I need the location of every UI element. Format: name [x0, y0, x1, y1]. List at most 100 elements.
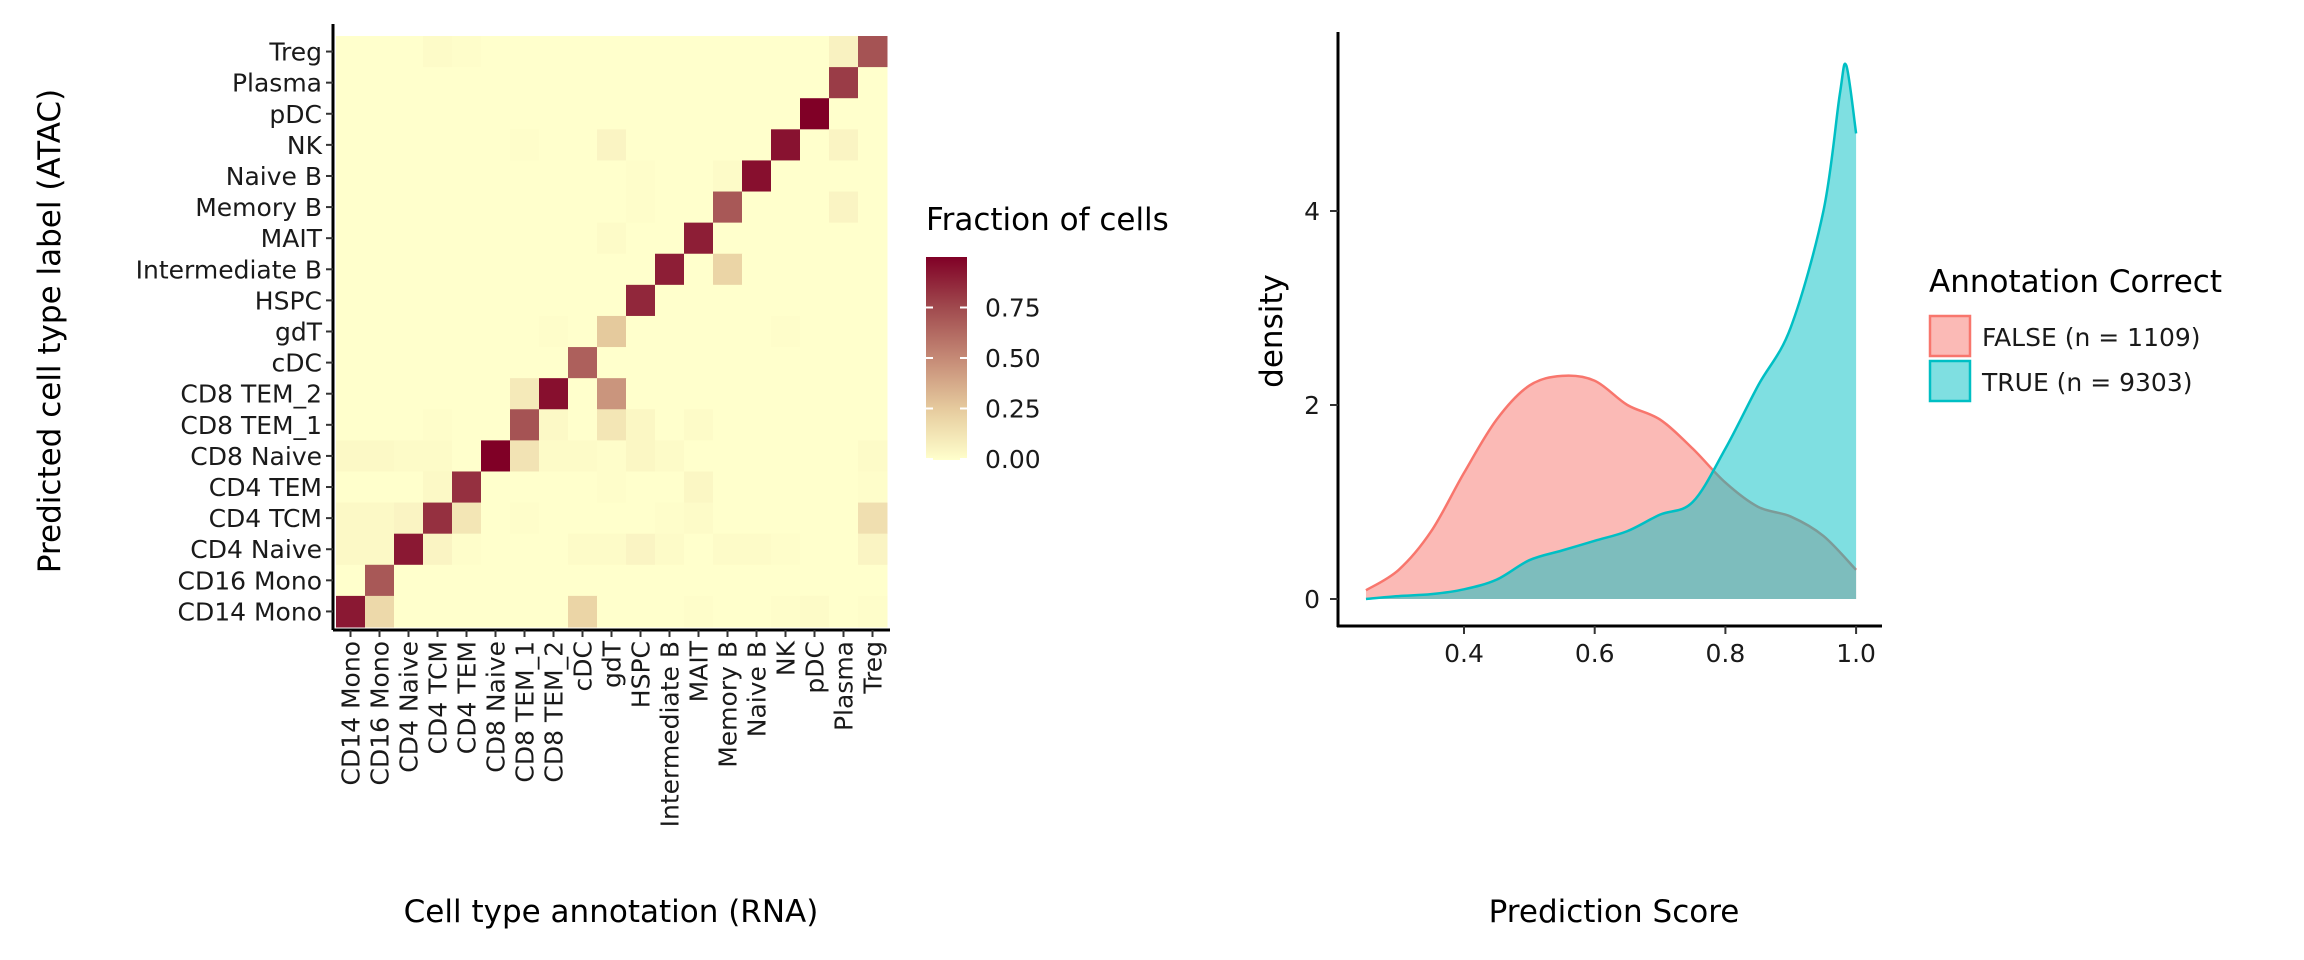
heatmap-cell — [365, 378, 395, 410]
heatmap-cell — [858, 440, 888, 472]
heatmap-cell — [829, 347, 859, 379]
heatmap-cell — [742, 98, 772, 130]
heatmap-cell — [655, 98, 685, 130]
heatmap-x-tick-label: pDC — [801, 641, 830, 694]
heatmap-cell — [829, 253, 859, 286]
heatmap-cell — [365, 347, 395, 379]
heatmap-cell — [365, 564, 395, 597]
heatmap-cell — [713, 440, 743, 472]
heatmap-cell — [655, 347, 685, 379]
heatmap-cell — [742, 440, 772, 472]
heatmap-cell — [829, 98, 859, 130]
heatmap-cell — [597, 315, 627, 348]
heatmap-cell — [568, 533, 598, 566]
heatmap-cell — [510, 471, 540, 504]
heatmap-cell — [597, 98, 627, 130]
heatmap-cell — [568, 98, 598, 130]
heatmap-cell — [336, 502, 366, 535]
density-x-tick-label: 0.8 — [1706, 639, 1746, 668]
heatmap-cell — [365, 67, 395, 99]
heatmap-cell — [481, 67, 511, 99]
heatmap-cell — [713, 564, 743, 597]
heatmap-cell — [539, 347, 569, 379]
heatmap-x-tick-label: CD4 Naive — [395, 641, 424, 773]
heatmap-cell — [742, 315, 772, 348]
heatmap-cell — [568, 129, 598, 161]
heatmap-cell — [336, 98, 366, 130]
heatmap-cell — [858, 347, 888, 379]
heatmap-cell — [713, 595, 743, 628]
heatmap-cell — [626, 67, 656, 99]
heatmap-cell — [568, 284, 598, 317]
heatmap-cell — [771, 222, 801, 255]
heatmap-cell — [423, 160, 453, 193]
heatmap-cell — [539, 533, 569, 566]
heatmap-y-tick-label: gdT — [275, 318, 323, 347]
heatmap-x-tick-label: Memory B — [714, 641, 743, 768]
heatmap-cell — [684, 315, 714, 348]
heatmap-cell — [626, 129, 656, 161]
heatmap-cell — [481, 98, 511, 130]
heatmap-cell — [626, 533, 656, 566]
heatmap-cell — [771, 533, 801, 566]
heatmap-cell — [713, 67, 743, 99]
heatmap-cell — [423, 440, 453, 472]
heatmap-cell — [800, 284, 830, 317]
heatmap-y-tick-label: CD8 TEM_1 — [180, 411, 322, 440]
density-x-tick-label: 0.4 — [1444, 639, 1484, 668]
heatmap-cell — [452, 129, 482, 161]
heatmap-cell — [510, 315, 540, 348]
heatmap-cell — [539, 378, 569, 410]
heatmap-cell — [771, 98, 801, 130]
density-y-tick-label: 2 — [1304, 391, 1320, 420]
heatmap-cell — [858, 595, 888, 628]
heatmap-cell — [481, 378, 511, 410]
heatmap-cell — [684, 191, 714, 224]
heatmap-cell — [742, 595, 772, 628]
heatmap-cell — [481, 502, 511, 535]
heatmap-cell — [394, 253, 424, 286]
heatmap-cell — [568, 191, 598, 224]
heatmap-cell — [742, 471, 772, 504]
heatmap-cell — [365, 160, 395, 193]
colorbar-tick-label: 0.00 — [985, 445, 1041, 474]
heatmap-cell — [481, 160, 511, 193]
heatmap-cell — [800, 378, 830, 410]
heatmap-cell — [771, 409, 801, 441]
heatmap-cell — [713, 191, 743, 224]
heatmap-cell — [539, 129, 569, 161]
heatmap-cell — [684, 378, 714, 410]
heatmap-cell — [713, 284, 743, 317]
heatmap-x-tick-label: gdT — [598, 640, 627, 688]
heatmap-cell — [655, 595, 685, 628]
heatmap-cell — [452, 315, 482, 348]
heatmap-cell — [771, 284, 801, 317]
legend-label-true: TRUE (n = 9303) — [1981, 368, 2193, 397]
heatmap-cell — [365, 440, 395, 472]
heatmap-cell — [655, 564, 685, 597]
heatmap-cell — [394, 471, 424, 504]
heatmap-cell — [394, 378, 424, 410]
heatmap-cell — [336, 378, 366, 410]
heatmap-cell — [858, 160, 888, 193]
heatmap-cell — [713, 409, 743, 441]
heatmap-cell — [597, 222, 627, 255]
colorbar-title: Fraction of cells — [926, 202, 1169, 238]
heatmap-cell — [800, 253, 830, 286]
heatmap-cell — [452, 191, 482, 224]
heatmap-cell — [597, 284, 627, 317]
heatmap-cell — [858, 471, 888, 504]
heatmap-cell — [771, 67, 801, 99]
heatmap-cell — [713, 129, 743, 161]
heatmap-cell — [742, 36, 772, 68]
heatmap-cell — [771, 253, 801, 286]
heatmap-cell — [568, 253, 598, 286]
heatmap-cell — [626, 440, 656, 472]
heatmap-x-tick-label: Intermediate B — [656, 641, 685, 827]
heatmap-cell — [684, 36, 714, 68]
heatmap-cell — [423, 67, 453, 99]
density-legend-title: Annotation Correct — [1929, 264, 2222, 300]
heatmap-cell — [771, 160, 801, 193]
heatmap-cell — [713, 347, 743, 379]
heatmap-cell — [452, 253, 482, 286]
